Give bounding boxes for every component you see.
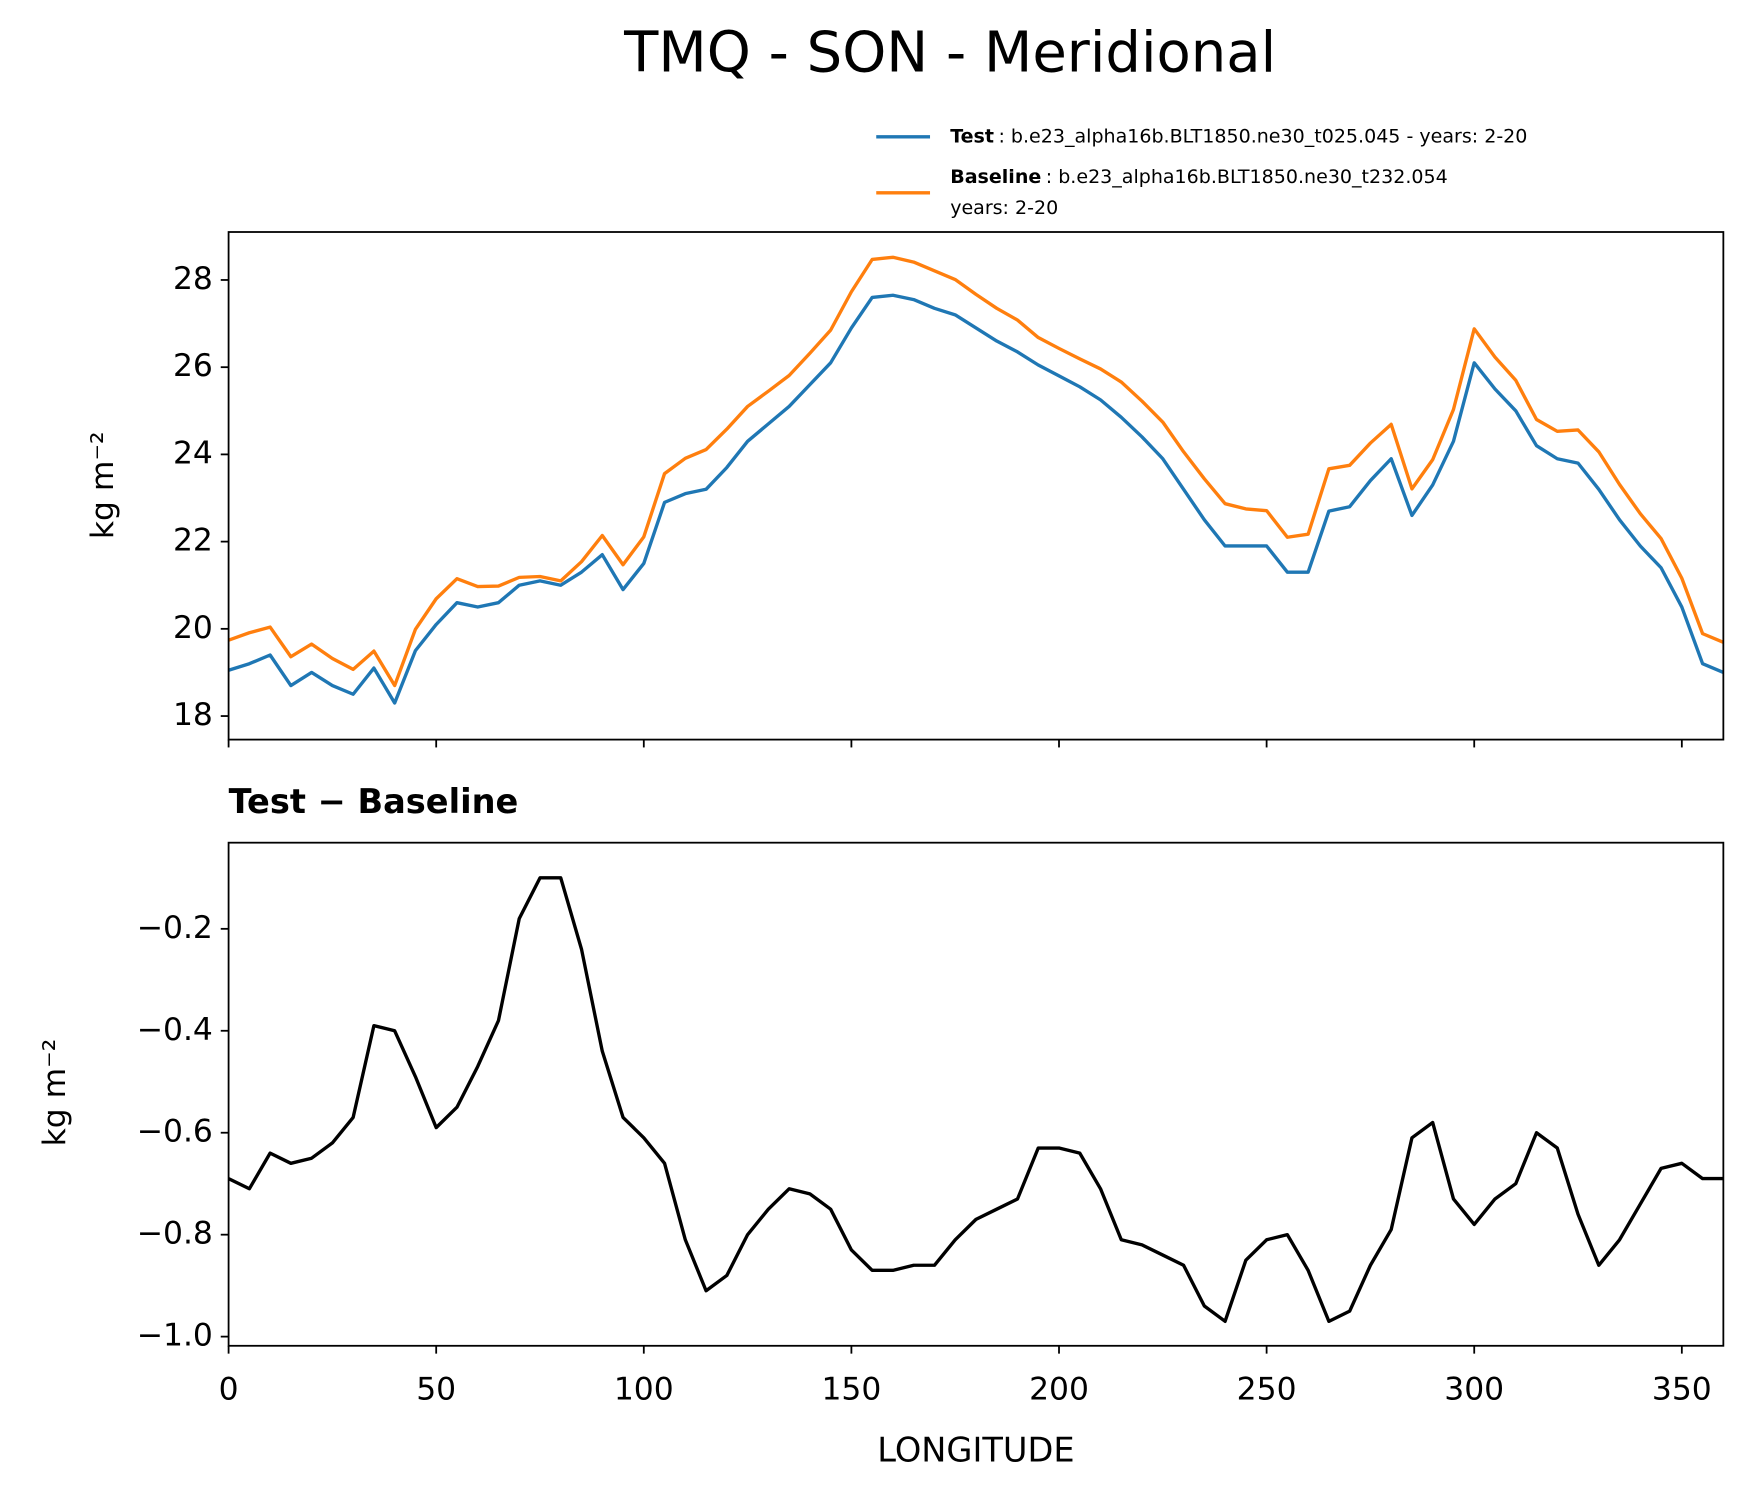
data-line xyxy=(227,876,1724,1324)
x-axis-label: LONGITUDE xyxy=(877,1431,1074,1470)
y-tick-label: 20 xyxy=(173,610,213,646)
legend-name: Test xyxy=(950,125,994,147)
x-tick-label: 300 xyxy=(1444,1372,1504,1408)
y-tick-label: 24 xyxy=(173,435,213,471)
y-tick-label: 18 xyxy=(173,697,213,733)
x-tick-label: 100 xyxy=(614,1372,674,1408)
x-tick-label: 150 xyxy=(821,1372,881,1408)
x-tick-label: 350 xyxy=(1652,1372,1712,1408)
y-tick-label: −0.8 xyxy=(137,1216,213,1252)
legend-case: : b.e23_alpha16b.BLT1850.ne30_t025.045 -… xyxy=(998,125,1527,147)
y-tick-label: 28 xyxy=(173,261,213,297)
legend-label: Baseline: b.e23_alpha16b.BLT1850.ne30_t2… xyxy=(950,166,1448,188)
figure-title: TMQ - SON - Meridional xyxy=(623,21,1276,86)
y-tick-label: −0.4 xyxy=(137,1012,213,1048)
y-tick-label: −0.2 xyxy=(137,910,213,946)
legend-label: Test: b.e23_alpha16b.BLT1850.ne30_t025.0… xyxy=(950,125,1527,147)
y-tick-label: −0.6 xyxy=(137,1114,213,1150)
y-tick-label: 22 xyxy=(173,523,213,559)
panel-title: Test − Baseline xyxy=(229,782,519,821)
data-line xyxy=(228,255,1724,688)
legend-name: Baseline xyxy=(950,166,1041,188)
y-axis-label: kg m⁻² xyxy=(85,431,121,539)
x-tick-label: 50 xyxy=(416,1372,456,1408)
data-line xyxy=(228,293,1725,705)
y-tick-label: 26 xyxy=(173,348,213,384)
plot-frame xyxy=(227,231,1725,741)
y-tick-label: −1.0 xyxy=(137,1318,213,1354)
legend-case: : b.e23_alpha16b.BLT1850.ne30_t232.054 xyxy=(1046,166,1448,188)
x-tick-label: 200 xyxy=(1029,1372,1089,1408)
legend-case: years: 2-20 xyxy=(950,197,1058,219)
y-axis-label: kg m⁻² xyxy=(37,1039,73,1147)
x-tick-label: 250 xyxy=(1237,1372,1297,1408)
x-tick-label: 0 xyxy=(219,1372,239,1408)
plot-frame xyxy=(227,841,1725,1347)
